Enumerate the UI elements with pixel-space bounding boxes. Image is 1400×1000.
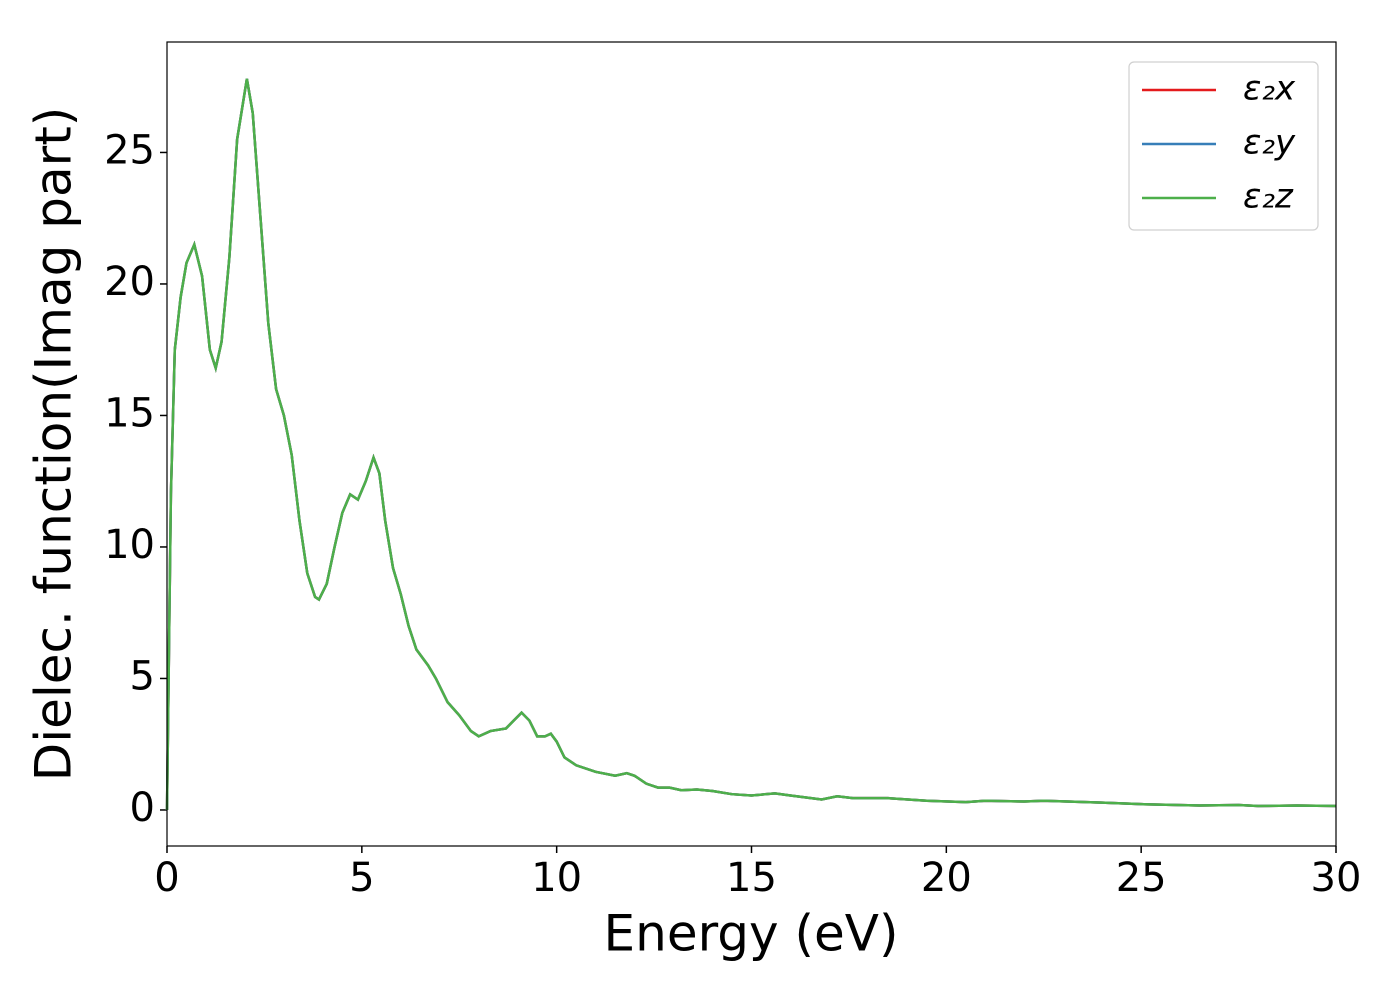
legend-box <box>1128 61 1319 231</box>
y-tick-label: 25 <box>104 127 155 173</box>
data-line <box>165 78 1337 810</box>
plot-frame <box>166 41 1337 847</box>
y-axis-label: Dielec. function(Imag part) <box>25 107 83 782</box>
legend-label: ε₂z <box>1243 177 1294 217</box>
x-tick-label: 5 <box>349 855 374 901</box>
y-tick-label: 0 <box>130 785 155 831</box>
x-tick-label: 0 <box>154 855 179 901</box>
y-tick-label: 20 <box>104 259 155 305</box>
legend-label: ε₂y <box>1243 123 1296 163</box>
y-tick-label: 10 <box>104 522 155 568</box>
y-tick-label: 15 <box>104 390 155 436</box>
x-axis-label: Energy (eV) <box>604 905 899 963</box>
x-tick-label: 10 <box>531 855 582 901</box>
x-tick-label: 25 <box>1116 855 1167 901</box>
y-tick-label: 5 <box>130 653 155 699</box>
legend-label: ε₂x <box>1243 69 1296 109</box>
x-tick-label: 30 <box>1311 855 1362 901</box>
x-tick-label: 20 <box>921 855 972 901</box>
x-tick-label: 15 <box>726 855 777 901</box>
